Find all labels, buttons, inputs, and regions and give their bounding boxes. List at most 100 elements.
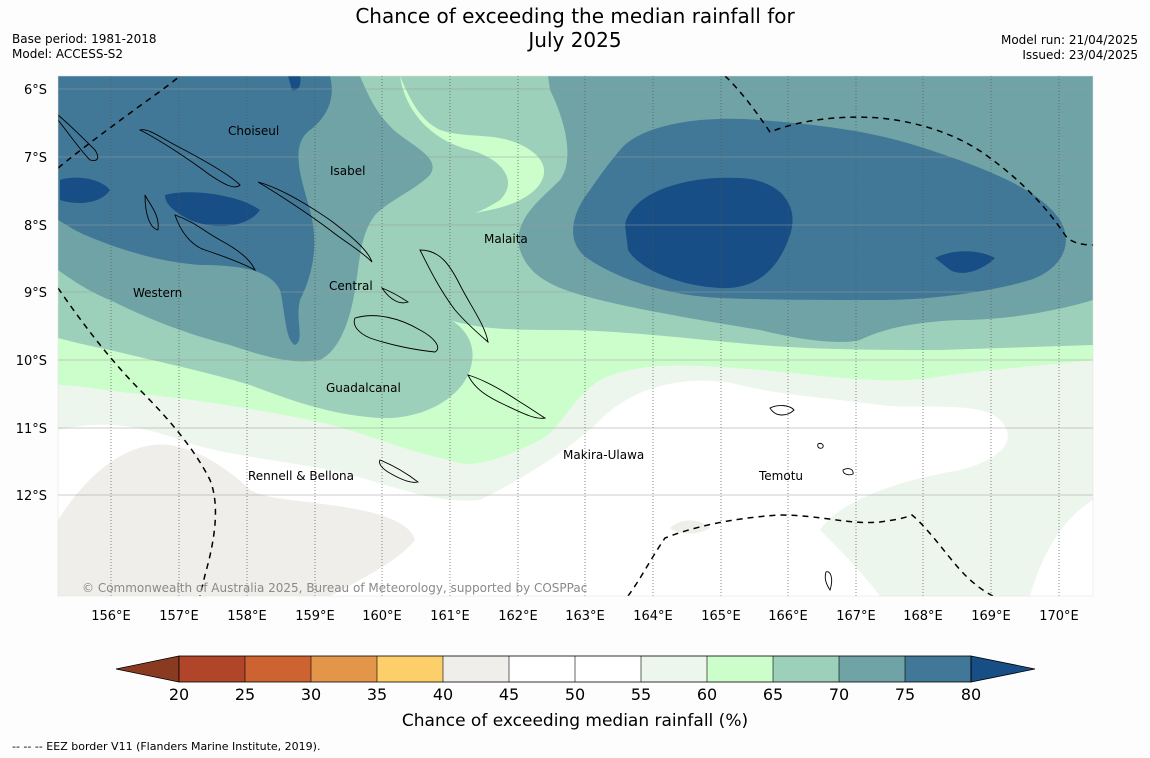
lon-label: 159°E xyxy=(295,609,335,624)
colorbar-swatch xyxy=(509,656,575,682)
colorbar xyxy=(115,655,1036,683)
colorbar-ticks: 20 25 30 35 40 45 50 55 60 65 70 75 80 xyxy=(169,685,981,704)
lat-label: 12°S xyxy=(16,489,47,504)
region-label-malaita: Malaita xyxy=(484,232,528,246)
lon-label: 166°E xyxy=(768,609,808,624)
model-name: Model: ACCESS-S2 xyxy=(12,47,124,61)
colorbar-tick: 60 xyxy=(697,685,717,704)
lon-label: 163°E xyxy=(565,609,605,624)
colorbar-swatch xyxy=(377,656,443,682)
colorbar-tick: 25 xyxy=(235,685,255,704)
longitude-labels: 156°E 157°E 158°E 159°E 160°E 161°E 162°… xyxy=(91,609,1079,624)
colorbar-tick: 45 xyxy=(499,685,519,704)
region-label-isabel: Isabel xyxy=(330,164,365,178)
zone-40-45-patch xyxy=(670,520,710,534)
zone-80-plus-central xyxy=(625,177,793,289)
region-label-central: Central xyxy=(329,279,373,293)
lon-label: 165°E xyxy=(701,609,741,624)
lat-label: 7°S xyxy=(24,151,47,166)
map-title-line1: Chance of exceeding the median rainfall … xyxy=(355,4,795,28)
colorbar-tick: 50 xyxy=(565,685,585,704)
islands xyxy=(58,114,854,592)
island-florida xyxy=(380,287,409,304)
colorbar-tick: 70 xyxy=(829,685,849,704)
zone-80-plus-far-west xyxy=(60,177,110,203)
lon-label: 156°E xyxy=(91,609,131,624)
region-label-makira-ulawa: Makira-Ulawa xyxy=(563,448,644,462)
colorbar-swatch xyxy=(311,656,377,682)
lat-label: 11°S xyxy=(16,422,47,437)
colorbar-swatch xyxy=(839,656,905,682)
latitude-labels: 6°S 7°S 8°S 9°S 10°S 11°S 12°S xyxy=(16,83,47,504)
region-labels: Choiseul Isabel Malaita Western Central … xyxy=(133,124,803,483)
island-isabel xyxy=(257,181,373,263)
island-torres xyxy=(824,571,833,592)
region-label-choiseul: Choiseul xyxy=(228,124,279,138)
colorbar-swatch xyxy=(707,656,773,682)
map-copyright: © Commonwealth of Australia 2025, Bureau… xyxy=(82,581,587,595)
lat-label: 9°S xyxy=(24,286,47,301)
region-label-guadalcanal: Guadalcanal xyxy=(326,381,401,395)
lon-label: 160°E xyxy=(362,609,402,624)
lon-label: 168°E xyxy=(903,609,943,624)
colorbar-swatch xyxy=(443,656,509,682)
map-canvas xyxy=(58,76,1093,596)
island-rennell xyxy=(379,459,420,483)
colorbar-extend-low xyxy=(115,655,180,683)
colorbar-outline xyxy=(178,655,972,683)
eez-border xyxy=(58,76,1093,596)
lon-label: 169°E xyxy=(971,609,1011,624)
colorbar-swatch xyxy=(641,656,707,682)
region-label-western: Western xyxy=(133,286,182,300)
colorbar-swatch xyxy=(575,656,641,682)
colorbar-swatch xyxy=(773,656,839,682)
zone-40-45-south xyxy=(58,444,415,596)
lon-label: 161°E xyxy=(430,609,470,624)
lon-label: 164°E xyxy=(633,609,673,624)
colorbar-tick: 55 xyxy=(631,685,651,704)
region-label-temotu: Temotu xyxy=(758,469,803,483)
colorbar-tick: 35 xyxy=(367,685,387,704)
lon-label: 157°E xyxy=(159,609,199,624)
island-new-georgia xyxy=(174,214,256,271)
colorbar-swatch xyxy=(245,656,311,682)
zone-80-plus-north xyxy=(288,76,301,91)
colorbar-tick: 30 xyxy=(301,685,321,704)
colorbar-tick: 65 xyxy=(763,685,783,704)
zone-80-plus-east xyxy=(935,251,995,273)
colorbar-tick: 20 xyxy=(169,685,189,704)
colorbar-tick: 40 xyxy=(433,685,453,704)
colorbar-tick: 75 xyxy=(895,685,915,704)
island-choiseul xyxy=(138,129,241,188)
map-title-line2: July 2025 xyxy=(528,28,622,52)
zone-80-plus-west xyxy=(165,192,260,227)
island-malaita xyxy=(419,249,489,344)
colorbar-swatch xyxy=(905,656,971,682)
island-utupua xyxy=(817,443,824,449)
graticule xyxy=(58,76,1093,596)
lon-label: 167°E xyxy=(836,609,876,624)
colorbar-title: Chance of exceeding median rainfall (%) xyxy=(402,711,748,731)
eez-note: -- -- -- EEZ border V11 (Flanders Marine… xyxy=(12,740,320,753)
island-bougainville xyxy=(58,114,99,161)
map-frame xyxy=(57,75,1094,597)
colorbar-tick: 80 xyxy=(961,685,981,704)
island-nendo xyxy=(769,405,795,416)
issued-date: Issued: 23/04/2025 xyxy=(1022,48,1138,62)
colorbar-extend-high xyxy=(970,655,1036,683)
lon-label: 170°E xyxy=(1039,609,1079,624)
lat-label: 6°S xyxy=(24,83,47,98)
island-vella-lavella xyxy=(144,194,159,231)
lon-label: 158°E xyxy=(227,609,267,624)
colorbar-swatch xyxy=(179,656,245,682)
lat-label: 10°S xyxy=(16,354,47,369)
region-label-rennell-bellona: Rennell & Bellona xyxy=(248,469,354,483)
model-run: Model run: 21/04/2025 xyxy=(1000,33,1138,47)
island-vanikoro xyxy=(842,468,854,476)
lon-label: 162°E xyxy=(498,609,538,624)
island-makira xyxy=(467,374,547,419)
island-guadalcanal xyxy=(353,315,439,353)
lat-label: 8°S xyxy=(24,219,47,234)
base-period: Base period: 1981-2018 xyxy=(12,32,157,46)
